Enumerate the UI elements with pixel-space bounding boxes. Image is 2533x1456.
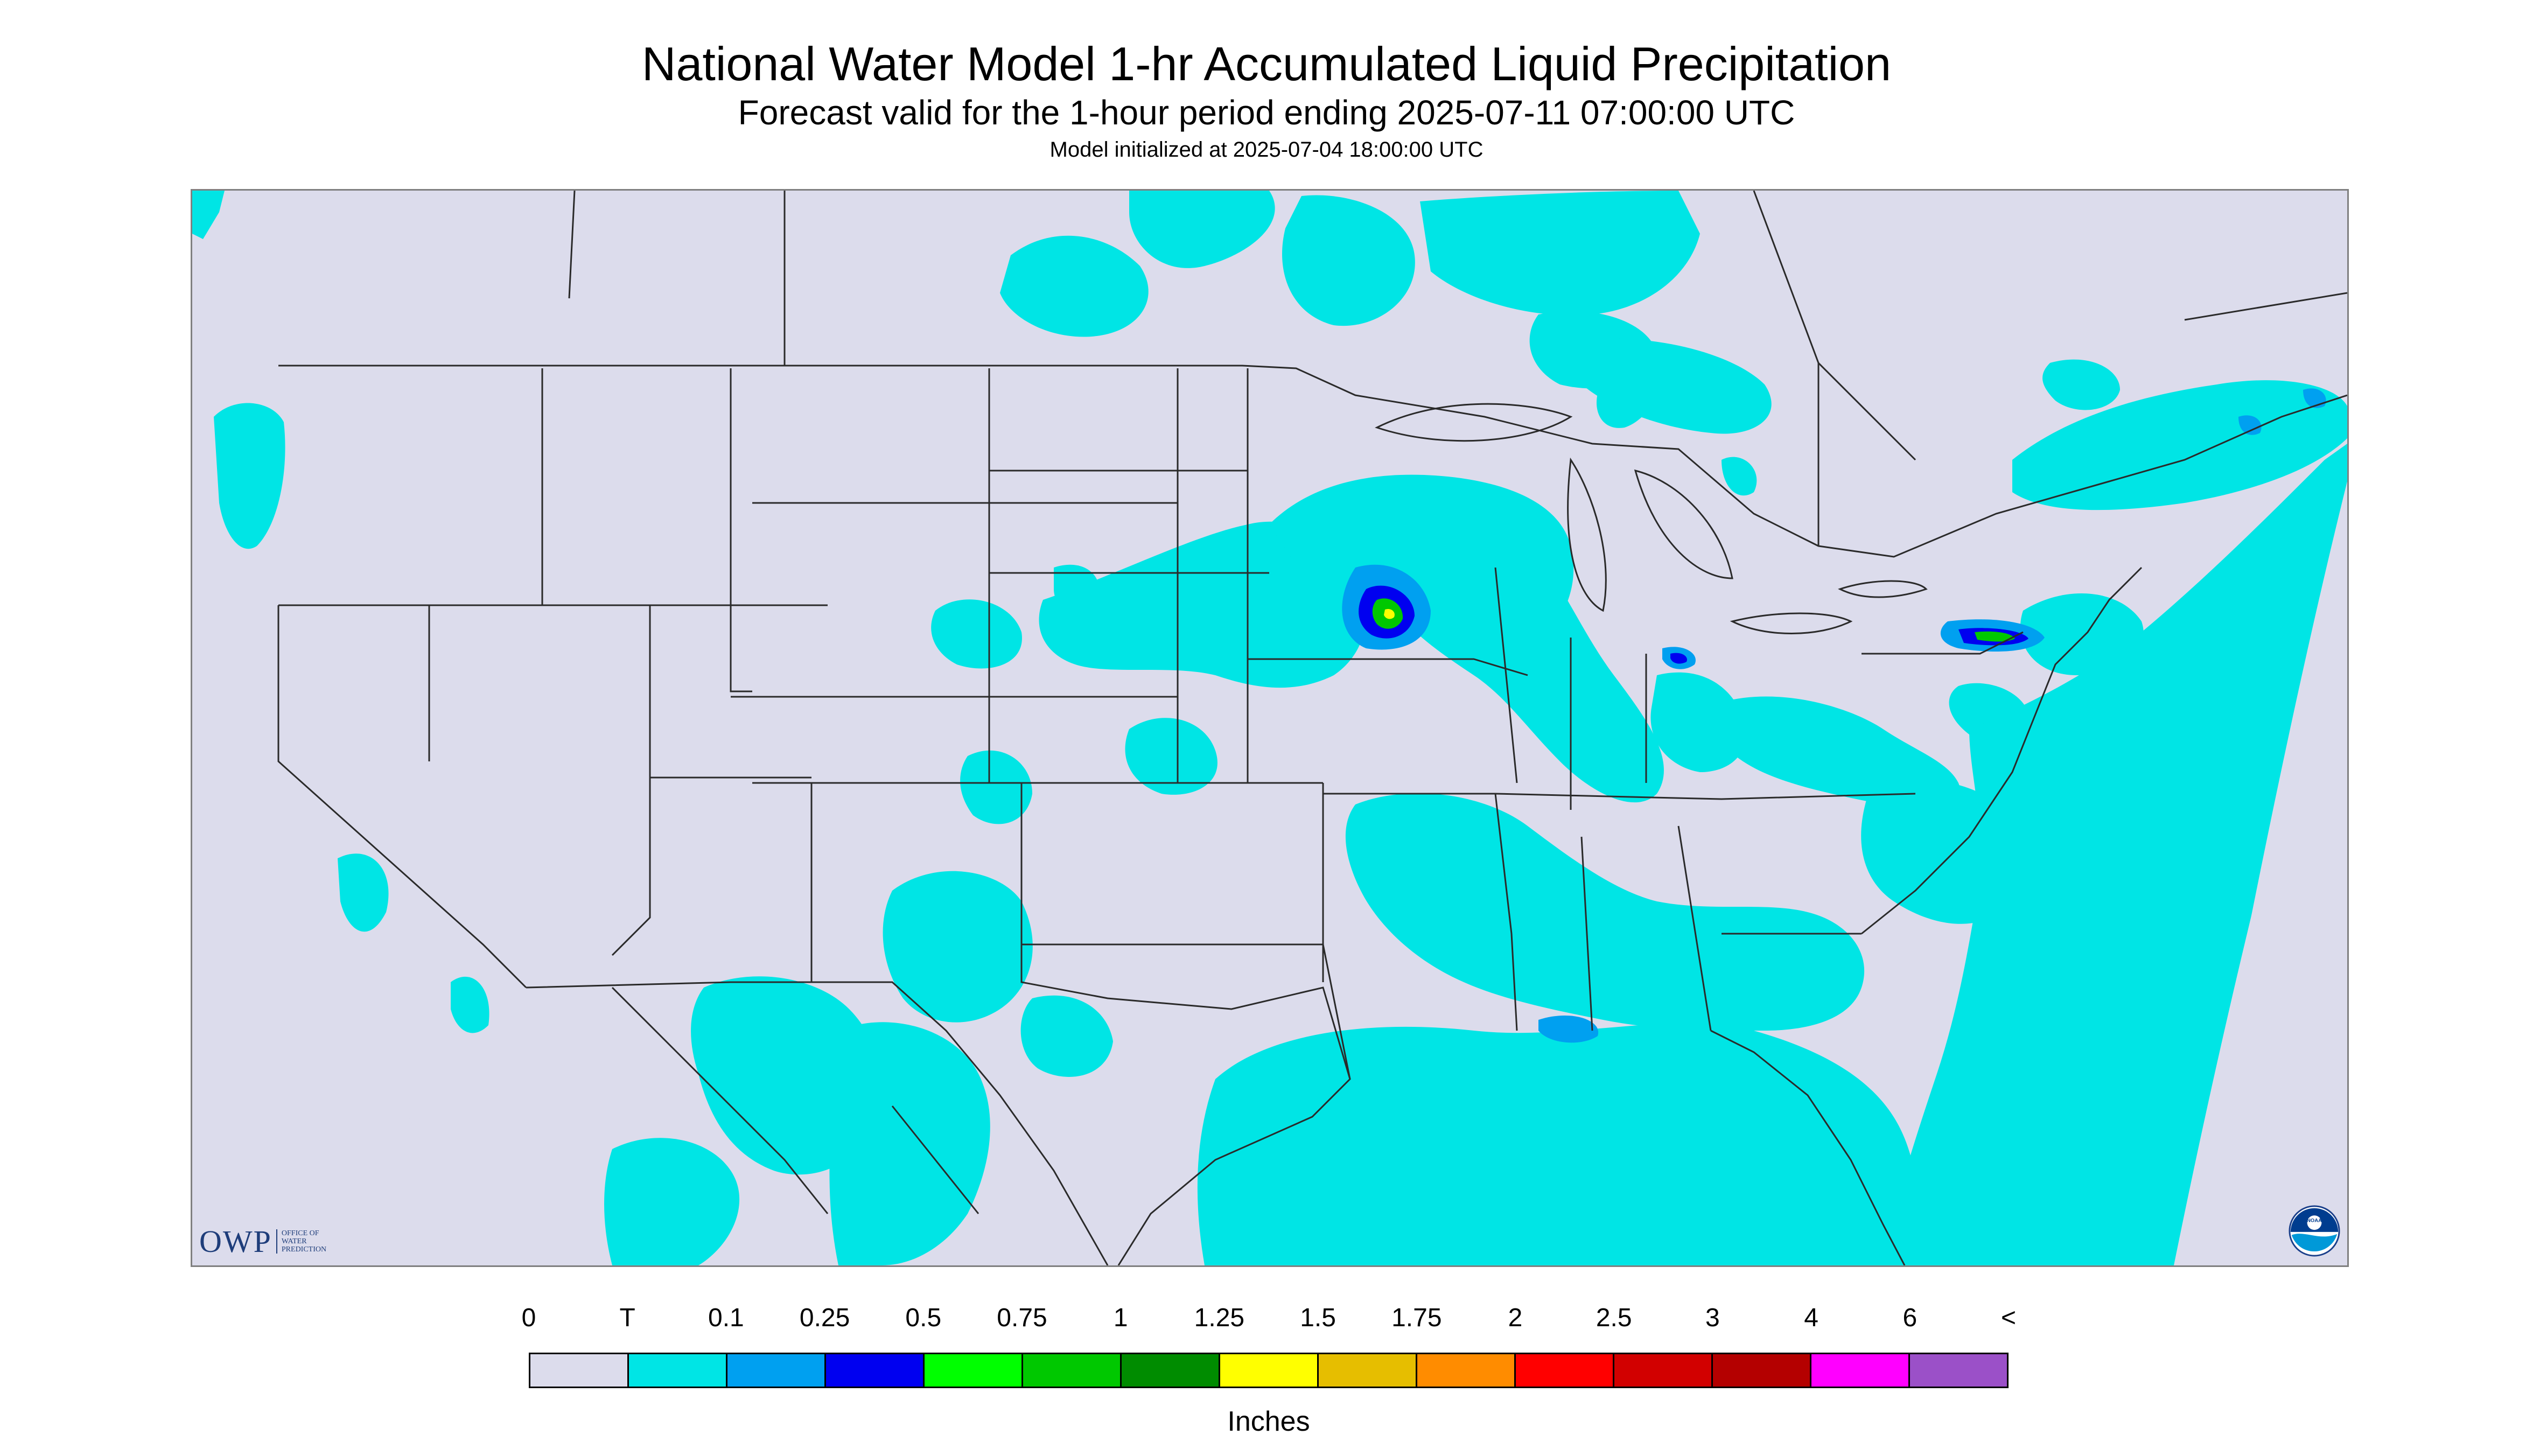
legend-swatch <box>1122 1354 1220 1387</box>
legend-swatch <box>1910 1354 2007 1387</box>
legend-swatch <box>1319 1354 1417 1387</box>
legend-tick-label: 6 <box>1902 1304 1918 1332</box>
legend-tick-label: 0.25 <box>799 1304 850 1332</box>
noaa-logo: NOAA <box>2289 1205 2340 1257</box>
legend-tick-label: 0 <box>521 1304 536 1332</box>
legend-tick-label: 1.75 <box>1391 1304 1442 1332</box>
legend-swatch <box>925 1354 1023 1387</box>
great-lakes <box>1375 403 1928 634</box>
owp-logo-text: OWP <box>199 1223 272 1259</box>
map-title: National Water Model 1-hr Accumulated Li… <box>641 37 1892 90</box>
legend-swatch <box>826 1354 925 1387</box>
legend-tick-label: 1 <box>1113 1304 1128 1332</box>
no-data-right-wedge <box>2185 481 2347 1265</box>
model-init-text: Model initialized at 2025-07-04 18:00:00… <box>1049 138 1484 162</box>
legend-tick-label: 2.5 <box>1596 1304 1632 1332</box>
legend-swatch <box>1023 1354 1122 1387</box>
legend-swatch <box>1516 1354 1614 1387</box>
owp-logo-subtext: OFFICE OF WATER PREDICTION <box>276 1229 357 1254</box>
legend-swatch <box>1417 1354 1516 1387</box>
precipitation-map <box>191 189 2349 1267</box>
color-legend: 0 T 0.1 0.25 0.5 0.75 1 1.25 1.5 1.75 2 2.5 3 4 6 < Inc… <box>522 1292 2016 1454</box>
precip-heavy-cores <box>1342 388 2326 1043</box>
legend-tick-label: < <box>2000 1304 2017 1332</box>
legend-swatch <box>1614 1354 1713 1387</box>
legend-tick-label: 0.5 <box>905 1304 942 1332</box>
legend-swatch <box>727 1354 826 1387</box>
map-subtitle: Forecast valid for the 1-hour period end… <box>738 93 1795 132</box>
legend-swatch <box>1811 1354 1910 1387</box>
legend-swatch <box>1713 1354 1811 1387</box>
legend-swatch <box>629 1354 727 1387</box>
legend-tick-label: T <box>619 1304 635 1332</box>
legend-tick-label: 0.1 <box>708 1304 744 1332</box>
legend-tick-label: 1.25 <box>1194 1304 1245 1332</box>
legend-tick-label: 2 <box>1508 1304 1523 1332</box>
legend-units: Inches <box>1227 1406 1310 1437</box>
svg-text:NOAA: NOAA <box>2307 1218 2322 1224</box>
precip-trace-areas <box>192 191 2347 1265</box>
legend-tick-label: 1.5 <box>1300 1304 1336 1332</box>
owp-logo: OWP OFFICE OF WATER PREDICTION <box>199 1222 357 1260</box>
state-boundaries <box>277 191 2347 1265</box>
legend-swatch <box>530 1354 629 1387</box>
no-data-left-wedge <box>192 584 472 1265</box>
legend-tick-label: 4 <box>1804 1304 1818 1332</box>
legend-swatch <box>1220 1354 1319 1387</box>
legend-tick-label: 3 <box>1705 1304 1720 1332</box>
legend-colorbar <box>529 1353 2009 1388</box>
legend-tick-label: 0.75 <box>997 1304 1047 1332</box>
